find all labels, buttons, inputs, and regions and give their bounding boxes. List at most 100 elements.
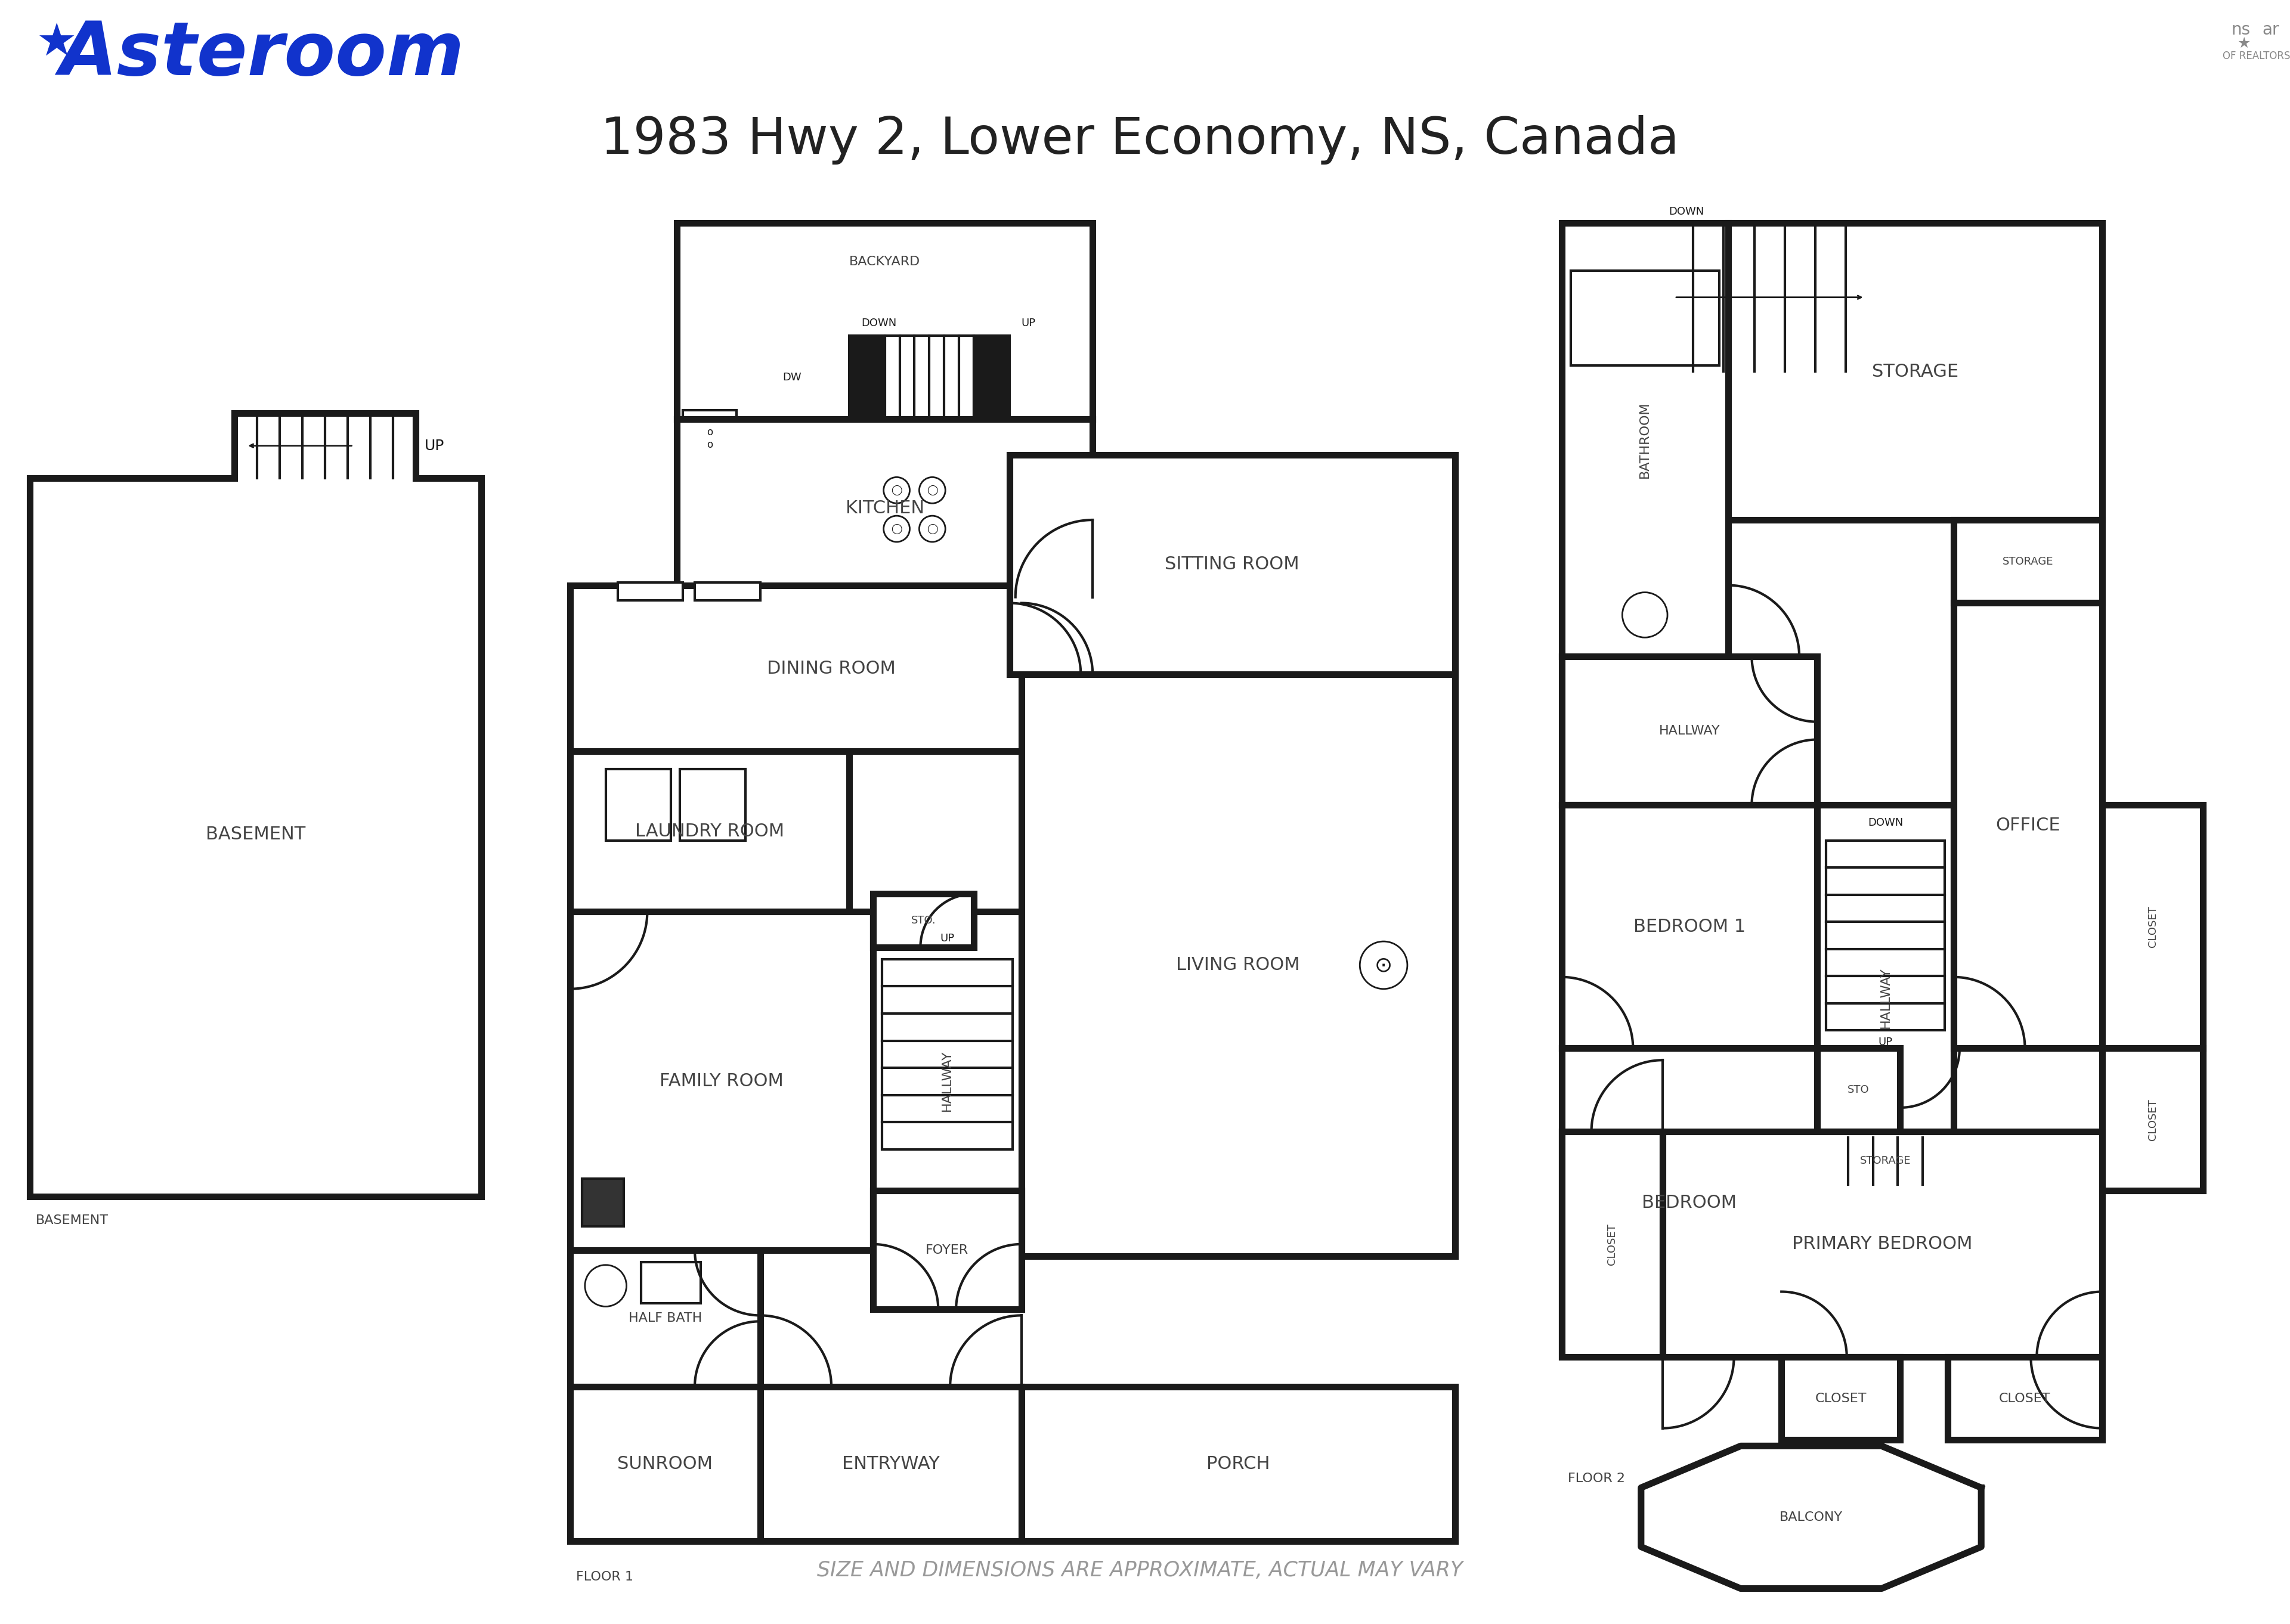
Text: DW: DW (783, 372, 802, 383)
Text: FLOOR 1: FLOOR 1 (577, 1570, 634, 1583)
Text: ★: ★ (2237, 36, 2251, 50)
Bar (1562, 1047, 1816, 1358)
Text: UP: UP (1021, 318, 1035, 328)
Text: SUNROOM: SUNROOM (618, 1455, 712, 1473)
Text: BASEMENT: BASEMENT (37, 1215, 108, 1226)
Text: STORAGE: STORAGE (1871, 362, 1958, 380)
Text: PRIMARY BEDROOM: PRIMARY BEDROOM (1793, 1236, 1972, 1252)
Bar (850, 336, 884, 419)
Text: CLOSET: CLOSET (1999, 1392, 2052, 1405)
Text: Asteroom: Asteroom (60, 18, 465, 91)
Text: SITTING ROOM: SITTING ROOM (1166, 555, 1298, 573)
Bar (882, 960, 1012, 1150)
Text: DINING ROOM: DINING ROOM (767, 659, 895, 677)
Text: FOYER: FOYER (925, 1244, 969, 1255)
Text: KITCHEN: KITCHEN (845, 500, 925, 516)
Bar (618, 583, 682, 601)
Polygon shape (30, 412, 481, 1197)
Bar (605, 770, 671, 841)
Bar (2102, 1047, 2203, 1190)
Bar (1663, 1132, 2102, 1358)
Bar (582, 1179, 623, 1226)
Bar (973, 336, 1010, 419)
Text: HALLWAY: HALLWAY (1658, 724, 1720, 737)
Bar (872, 893, 973, 947)
Text: STORAGE: STORAGE (1859, 1156, 1910, 1166)
Text: LIVING ROOM: LIVING ROOM (1177, 957, 1301, 974)
Text: ◯: ◯ (927, 523, 939, 534)
Text: o
o: o o (708, 427, 712, 450)
Bar (682, 411, 737, 466)
Text: BALCONY: BALCONY (1779, 1512, 1843, 1523)
Text: DOWN: DOWN (861, 318, 895, 328)
Bar (570, 1387, 760, 1541)
Text: ◯: ◯ (891, 523, 902, 534)
Bar (680, 770, 744, 841)
Text: ★: ★ (37, 21, 76, 65)
Text: STORAGE: STORAGE (2001, 555, 2054, 567)
Bar (760, 1387, 1021, 1541)
Text: BATHROOM: BATHROOM (1640, 401, 1651, 477)
Text: STO.: STO. (911, 916, 937, 926)
Bar (872, 911, 1021, 1250)
Text: HALLWAY: HALLWAY (1880, 968, 1892, 1028)
Text: BACKYARD: BACKYARD (850, 255, 921, 268)
Text: OFFICE: OFFICE (1995, 817, 2061, 835)
Polygon shape (1642, 1445, 1981, 1588)
Text: HALLWAY: HALLWAY (941, 1051, 953, 1111)
Bar (884, 336, 973, 419)
Text: ENTRYWAY: ENTRYWAY (843, 1455, 939, 1473)
Text: ar: ar (2263, 21, 2279, 37)
Text: LAUNDRY ROOM: LAUNDRY ROOM (634, 823, 783, 840)
Text: BEDROOM: BEDROOM (1642, 1194, 1736, 1212)
Text: DOWN: DOWN (1869, 817, 1903, 828)
Text: DOWN: DOWN (1669, 206, 1704, 218)
Bar (570, 585, 1092, 752)
Text: FAMILY ROOM: FAMILY ROOM (660, 1072, 783, 1090)
Bar (1010, 455, 1454, 674)
Bar (1816, 1047, 1901, 1132)
Text: UP: UP (1878, 1038, 1892, 1047)
Bar (641, 1262, 701, 1304)
Bar (1571, 271, 1720, 365)
Bar (1729, 222, 2102, 520)
Text: ◯: ◯ (891, 486, 902, 495)
Text: CLOSET: CLOSET (2148, 1099, 2157, 1140)
Text: FLOOR 2: FLOOR 2 (1569, 1473, 1626, 1484)
Text: CLOSET: CLOSET (1816, 1392, 1866, 1405)
Bar (570, 1250, 760, 1387)
Bar (1953, 603, 2102, 1047)
Bar (1021, 674, 1454, 1255)
Text: HALF BATH: HALF BATH (627, 1312, 701, 1324)
Text: UP: UP (939, 934, 955, 944)
Text: 1983 Hwy 2, Lower Economy, NS, Canada: 1983 Hwy 2, Lower Economy, NS, Canada (600, 115, 1679, 164)
Bar (1953, 520, 2102, 603)
Bar (1825, 841, 1944, 1031)
Bar (1562, 222, 1729, 656)
Text: CLOSET: CLOSET (1608, 1223, 1617, 1265)
Bar (2102, 806, 2203, 1047)
Bar (1562, 806, 1816, 1047)
Bar (1949, 1358, 2102, 1440)
Bar (1562, 1132, 1663, 1358)
Text: PORCH: PORCH (1207, 1455, 1271, 1473)
Text: BASEMENT: BASEMENT (206, 827, 305, 843)
Text: BEDROOM 1: BEDROOM 1 (1633, 918, 1745, 935)
Bar (678, 222, 1092, 419)
Bar (1823, 1137, 1949, 1186)
Text: UP: UP (424, 438, 444, 453)
Bar (570, 911, 872, 1250)
Bar (234, 412, 417, 479)
Bar (1562, 656, 1816, 806)
Text: CLOSET: CLOSET (2148, 906, 2157, 947)
Bar (570, 752, 850, 911)
Bar (1021, 1387, 1454, 1541)
Text: SIZE AND DIMENSIONS ARE APPROXIMATE, ACTUAL MAY VARY: SIZE AND DIMENSIONS ARE APPROXIMATE, ACT… (818, 1561, 1463, 1580)
Bar (678, 419, 1092, 598)
Bar (694, 583, 760, 601)
Text: OF REALTORS: OF REALTORS (2224, 50, 2290, 62)
Text: ⊙: ⊙ (1374, 955, 1392, 976)
Text: STO: STO (1848, 1085, 1869, 1095)
Text: ◯: ◯ (927, 486, 939, 495)
Bar (1782, 1358, 1901, 1440)
